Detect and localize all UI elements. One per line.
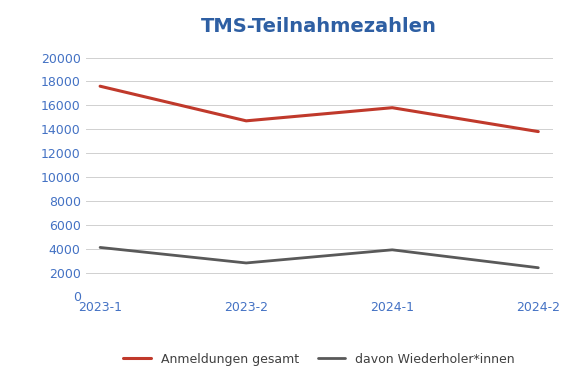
Anmeldungen gesamt [243, 119, 250, 123]
Anmeldungen gesamt [535, 129, 542, 134]
Anmeldungen gesamt [97, 84, 104, 89]
Line: Anmeldungen gesamt: Anmeldungen gesamt [100, 86, 538, 131]
Anmeldungen gesamt [389, 105, 396, 110]
davon Wiederholer*innen [243, 261, 250, 265]
Line: davon Wiederholer*innen: davon Wiederholer*innen [100, 247, 538, 268]
davon Wiederholer*innen [97, 245, 104, 250]
davon Wiederholer*innen [535, 266, 542, 270]
Legend: Anmeldungen gesamt, davon Wiederholer*innen: Anmeldungen gesamt, davon Wiederholer*in… [119, 348, 520, 371]
davon Wiederholer*innen [389, 247, 396, 252]
Title: TMS-Teilnahmezahlen: TMS-Teilnahmezahlen [201, 17, 437, 36]
